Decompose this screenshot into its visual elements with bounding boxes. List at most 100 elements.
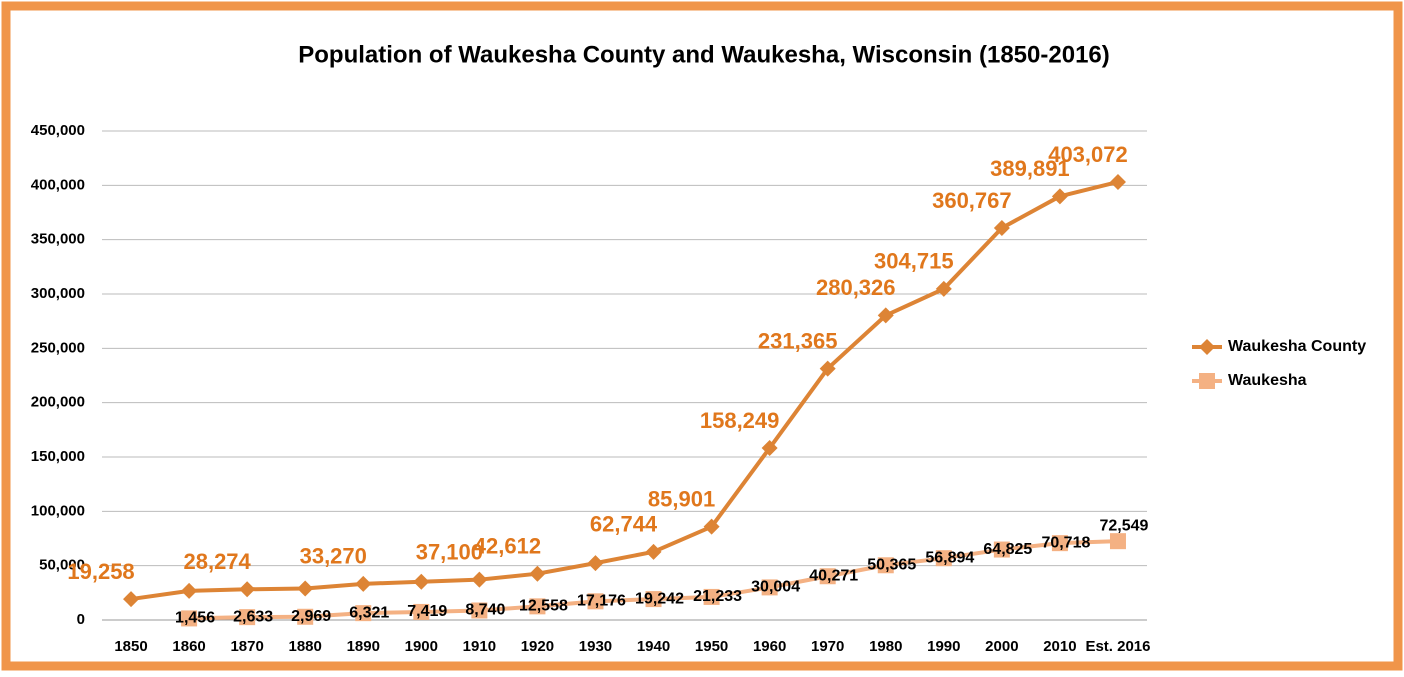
x-tick-label: 1870 xyxy=(230,638,263,655)
y-tick-label: 350,000 xyxy=(31,231,85,248)
x-tick-label: 1880 xyxy=(289,638,322,655)
x-tick-label: Est. 2016 xyxy=(1085,638,1150,655)
data-label: 40,271 xyxy=(809,567,858,584)
marker xyxy=(297,608,314,625)
marker xyxy=(761,579,778,596)
y-tick-label: 200,000 xyxy=(31,394,85,411)
data-label: 360,767 xyxy=(932,188,1012,213)
data-label: 2,969 xyxy=(291,608,331,625)
chart-title: Population of Waukesha County and Waukes… xyxy=(298,41,1110,68)
x-tick-label: 1920 xyxy=(521,638,554,655)
marker xyxy=(877,307,894,324)
data-label: 6,321 xyxy=(349,604,389,621)
data-label: 62,744 xyxy=(590,512,658,537)
data-label: 72,549 xyxy=(1100,517,1149,534)
marker xyxy=(1199,373,1215,389)
x-tick-label: 2000 xyxy=(985,638,1018,655)
marker xyxy=(761,440,778,457)
marker xyxy=(297,580,314,597)
x-tick-label: 1860 xyxy=(172,638,205,655)
marker xyxy=(413,603,430,620)
x-tick-label: 1930 xyxy=(579,638,612,655)
data-label: 158,249 xyxy=(700,408,780,433)
y-tick-label: 50,000 xyxy=(39,557,85,574)
y-tick-label: 150,000 xyxy=(31,448,85,465)
x-tick-label: 1890 xyxy=(347,638,380,655)
y-tick-label: 0 xyxy=(77,611,85,628)
y-tick-label: 400,000 xyxy=(31,176,85,193)
data-label: 19,242 xyxy=(635,590,684,607)
marker xyxy=(529,598,546,615)
data-label: 304,715 xyxy=(874,249,954,274)
marker xyxy=(123,591,140,608)
marker xyxy=(471,571,488,588)
data-label: 28,274 xyxy=(183,549,251,574)
x-tick-label: 1970 xyxy=(811,638,844,655)
x-tick-label: 1950 xyxy=(695,638,728,655)
data-label: 70,718 xyxy=(1041,534,1090,551)
data-label: 8,740 xyxy=(465,602,505,619)
data-label: 1,456 xyxy=(175,610,215,627)
data-label: 64,825 xyxy=(983,541,1032,558)
marker xyxy=(877,557,894,574)
marker xyxy=(1199,339,1215,355)
marker xyxy=(587,555,604,572)
series-line xyxy=(130,180,1119,602)
marker xyxy=(703,518,720,535)
data-label: 2,633 xyxy=(233,608,273,625)
y-tick-label: 300,000 xyxy=(31,285,85,302)
marker xyxy=(471,602,488,619)
data-label: 280,326 xyxy=(816,275,896,300)
data-label: 21,233 xyxy=(693,588,742,605)
data-label: 37,100 xyxy=(416,539,483,564)
data-label: 85,901 xyxy=(648,486,715,511)
data-label: 56,894 xyxy=(925,549,974,566)
x-tick-label: 1990 xyxy=(927,638,960,655)
marker xyxy=(355,605,372,622)
x-tick-label: 1960 xyxy=(753,638,786,655)
marker xyxy=(1109,173,1126,190)
marker xyxy=(529,565,546,582)
marker xyxy=(645,543,662,560)
data-label: 50,365 xyxy=(867,556,916,573)
marker xyxy=(819,568,836,585)
marker xyxy=(993,219,1010,236)
x-tick-label: 1910 xyxy=(463,638,496,655)
marker xyxy=(587,593,604,610)
x-tick-label: 2010 xyxy=(1043,638,1076,655)
data-label: 33,270 xyxy=(300,544,367,569)
marker xyxy=(355,575,372,592)
data-label: 19,258 xyxy=(67,559,134,584)
y-tick-label: 450,000 xyxy=(31,122,85,139)
y-tick-label: 100,000 xyxy=(31,502,85,519)
x-tick-label: 1980 xyxy=(869,638,902,655)
legend-label: Waukesha xyxy=(1228,372,1307,389)
y-tick-label: 250,000 xyxy=(31,339,85,356)
data-label: 42,612 xyxy=(474,534,541,559)
data-label: 12,558 xyxy=(519,598,568,615)
marker xyxy=(1051,535,1068,552)
x-tick-label: 1940 xyxy=(637,638,670,655)
data-label: 403,072 xyxy=(1048,142,1128,167)
marker xyxy=(935,280,952,297)
marker xyxy=(993,541,1010,558)
marker xyxy=(703,588,720,605)
marker xyxy=(181,582,198,599)
marker xyxy=(935,550,952,567)
x-tick-label: 1850 xyxy=(114,638,147,655)
marker xyxy=(181,610,198,627)
data-label: 231,365 xyxy=(758,328,838,353)
data-label: 389,891 xyxy=(990,156,1070,181)
data-label: 30,004 xyxy=(751,579,800,596)
marker xyxy=(819,360,836,377)
data-label: 7,419 xyxy=(407,603,447,620)
marker xyxy=(239,581,256,598)
x-tick-label: 1900 xyxy=(405,638,438,655)
marker xyxy=(645,591,662,608)
legend-label: Waukesha County xyxy=(1228,338,1366,355)
marker xyxy=(1109,533,1126,550)
marker xyxy=(239,609,256,626)
data-label: 17,176 xyxy=(577,593,626,610)
